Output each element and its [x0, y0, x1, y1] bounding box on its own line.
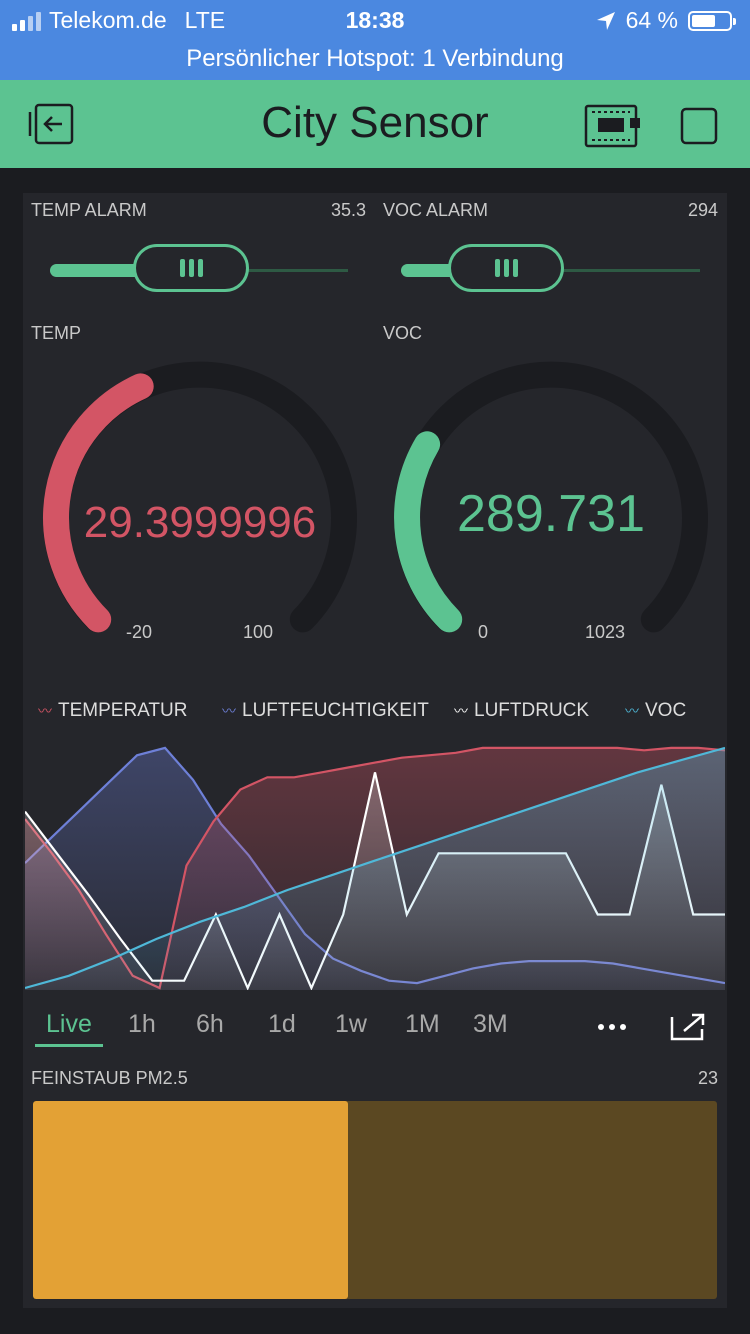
voc-alarm-value: 294 [687, 200, 718, 220]
range-1m[interactable]: 1M [405, 1010, 440, 1038]
voc-alarm-label: VOC ALARM [383, 200, 489, 220]
voc-gauge-max: 1023 [585, 622, 626, 642]
temp-alarm-label: TEMP ALARM [31, 200, 147, 220]
voc-gauge-value: 289.731 [457, 485, 645, 543]
pm25-level-fill [33, 1101, 348, 1299]
temp-gauge-min: -20 [126, 622, 153, 642]
slider-thumb[interactable] [448, 244, 564, 292]
line-chart-icon: 〰 [38, 703, 52, 719]
app-header: City Sensor [0, 80, 750, 168]
temp-alarm-slider[interactable] [50, 244, 350, 296]
temp-gauge-label: TEMP [31, 323, 82, 343]
more-icon[interactable] [596, 1022, 630, 1032]
time-range-bar: Live 1h 6h 1d 1w 1M 3M [0, 1008, 750, 1048]
voc-gauge-min: 0 [478, 622, 489, 642]
device-button[interactable] [584, 104, 644, 153]
status-bar: Telekom.de LTE 18:38 64 % [0, 0, 750, 40]
legend-luftfeuchtigkeit[interactable]: 〰 LUFTFEUCHTIGKEIT [222, 700, 429, 721]
series-area-voc [25, 747, 725, 990]
line-chart-icon: 〰 [222, 703, 236, 719]
line-chart-icon: 〰 [625, 703, 639, 719]
battery-icon [688, 10, 736, 31]
range-1w[interactable]: 1w [335, 1010, 367, 1038]
line-chart-icon: 〰 [454, 703, 468, 719]
exit-button[interactable] [26, 102, 76, 151]
pm25-level-bar [33, 1101, 717, 1299]
range-1h[interactable]: 1h [128, 1010, 156, 1038]
voc-gauge-label: VOC [383, 323, 423, 343]
slider-thumb[interactable] [133, 244, 249, 292]
play-stop-icon [680, 107, 718, 145]
export-icon[interactable] [670, 1013, 706, 1041]
selected-range-underline [35, 1044, 103, 1047]
range-6h[interactable]: 6h [196, 1010, 224, 1038]
location-arrow-icon [596, 11, 615, 30]
range-3m[interactable]: 3M [473, 1010, 508, 1038]
temp-gauge-fill [43, 373, 154, 633]
voc-alarm-slider[interactable] [401, 244, 701, 296]
device-board-icon [584, 104, 640, 148]
range-1d[interactable]: 1d [268, 1010, 296, 1038]
stop-button[interactable] [680, 107, 718, 150]
battery-percent: 64 % [625, 7, 678, 33]
exit-icon [28, 103, 74, 145]
series-line-voc [25, 746, 725, 990]
pm25-value: 23 [697, 1068, 718, 1088]
gauges-layer [43, 361, 708, 633]
signal-bars-icon [12, 11, 41, 31]
temp-alarm-value: 35.3 [330, 200, 366, 220]
range-live[interactable]: Live [46, 1010, 92, 1038]
temp-gauge-value: 29.3999996 [83, 498, 317, 547]
clock: 18:38 [345, 7, 405, 33]
carrier-name: Telekom.de [49, 7, 167, 33]
app-title: City Sensor [261, 98, 489, 147]
legend-temperatur[interactable]: 〰 TEMPERATUR [38, 700, 188, 721]
legend-voc[interactable]: 〰 VOC [625, 700, 687, 721]
voc-gauge-fill [394, 431, 463, 633]
pm25-label: FEINSTAUB PM2.5 [31, 1068, 188, 1088]
superchart[interactable] [25, 735, 725, 990]
hotspot-banner[interactable]: Persönlicher Hotspot: 1 Verbindung [0, 40, 750, 80]
network-type: LTE [184, 7, 226, 33]
legend-luftdruck[interactable]: 〰 LUFTDRUCK [454, 700, 590, 721]
temp-gauge-max: 100 [243, 622, 274, 642]
